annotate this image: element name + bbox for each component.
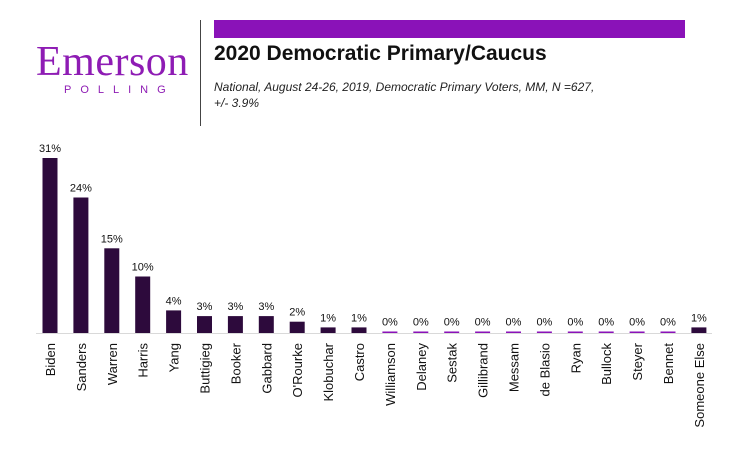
data-label: 0%	[382, 317, 398, 329]
category-label: Bennet	[661, 343, 676, 385]
bar-gillibrand	[475, 331, 491, 333]
bar-bennet	[660, 331, 676, 333]
data-label: 0%	[413, 317, 429, 329]
bar-sestak	[444, 331, 460, 333]
category-label: Ryan	[568, 343, 583, 373]
bar-messam	[506, 331, 521, 333]
category-label: Gabbard	[259, 343, 274, 394]
bar-bullock	[598, 331, 614, 333]
category-label: Sestak	[445, 343, 460, 383]
logo-wordmark: Emerson	[36, 39, 189, 85]
data-label: 1%	[691, 312, 707, 324]
category-label: Booker	[228, 342, 243, 384]
bar-de-blasio	[536, 331, 552, 333]
data-label: 0%	[475, 317, 491, 329]
data-label: 10%	[132, 262, 154, 274]
data-label: 3%	[197, 301, 213, 313]
category-label: Biden	[43, 343, 58, 376]
data-label: 2%	[289, 307, 305, 319]
bar-biden	[42, 158, 58, 333]
data-label: 1%	[351, 312, 367, 324]
bar-klobuchar	[320, 327, 336, 333]
data-label: 0%	[444, 317, 460, 329]
header-accent-bar	[214, 20, 685, 38]
data-label: 0%	[660, 317, 676, 329]
data-label: 3%	[258, 301, 274, 313]
bar-warren	[104, 248, 120, 333]
data-label: 15%	[101, 233, 123, 245]
bar-harris	[135, 276, 151, 333]
bar-o-rourke	[289, 321, 305, 333]
data-label: 31%	[39, 143, 61, 155]
category-label: Someone Else	[692, 343, 707, 428]
category-label: de Blasio	[537, 343, 552, 396]
bar-buttigieg	[197, 316, 212, 333]
chart-title: 2020 Democratic Primary/Caucus	[214, 42, 547, 65]
bar-sanders	[73, 197, 89, 333]
category-label: Castro	[352, 343, 367, 381]
data-label: 0%	[598, 317, 614, 329]
bar-ryan	[567, 331, 583, 333]
category-label: Gillibrand	[476, 343, 491, 398]
category-label: Bullock	[599, 343, 614, 385]
bar-steyer	[629, 331, 645, 333]
category-label: O'Rourke	[290, 343, 305, 398]
category-label: Delaney	[414, 343, 429, 391]
data-label: 0%	[506, 317, 522, 329]
category-label: Messam	[507, 343, 522, 392]
category-label: Buttigieg	[198, 343, 213, 394]
subtitle-line-2: +/- 3.9%	[214, 96, 260, 110]
data-label: 4%	[166, 295, 182, 307]
chart-subtitle: National, August 24-26, 2019, Democratic…	[214, 79, 674, 111]
category-label: Sanders	[74, 343, 89, 392]
bar-castro	[351, 327, 367, 333]
bar-someone-else	[691, 327, 707, 333]
bar-gabbard	[258, 316, 274, 333]
bar-williamson	[382, 331, 398, 333]
data-label: 0%	[536, 317, 552, 329]
category-label: Williamson	[383, 343, 398, 406]
category-label: Warren	[105, 343, 120, 385]
logo-subtitle: POLLING	[64, 84, 175, 96]
bar-booker	[227, 316, 243, 333]
data-label: 0%	[629, 317, 645, 329]
category-label: Steyer	[630, 342, 645, 380]
category-label: Harris	[136, 343, 151, 378]
bar-delaney	[413, 331, 429, 333]
bar-yang	[166, 310, 182, 333]
data-label: 3%	[227, 301, 243, 313]
data-label: 24%	[70, 183, 92, 195]
data-label: 0%	[567, 317, 583, 329]
data-label: 1%	[320, 312, 336, 324]
category-label: Yang	[167, 343, 182, 372]
subtitle-line-1: National, August 24-26, 2019, Democratic…	[214, 80, 595, 94]
category-label: Klobuchar	[321, 342, 336, 401]
header-divider	[200, 20, 201, 126]
